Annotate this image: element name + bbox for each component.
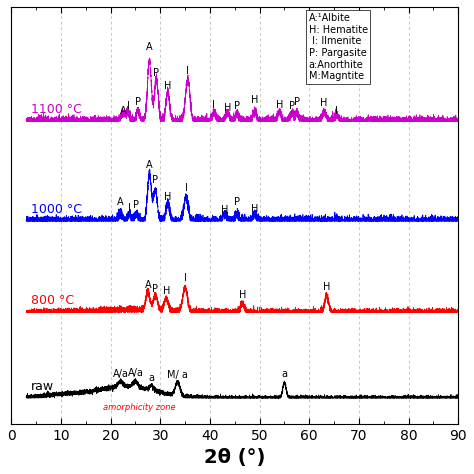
Text: A:¹Albite
H: Hematite
 I: Ilmenite
P: Pargasite
a:Anorthite
M:Magntite: A:¹Albite H: Hematite I: Ilmenite P: Par… [309,13,368,81]
Text: I: I [212,100,215,110]
Text: a: a [148,373,155,383]
Text: I: I [185,183,188,193]
Text: H: H [164,192,172,202]
Text: P: P [135,98,141,108]
Text: a: a [282,368,287,379]
Text: A: A [120,106,127,116]
Text: A: A [146,42,153,53]
Text: H: H [224,102,231,112]
Text: P: P [152,175,158,185]
Text: I: I [184,273,187,283]
Text: I: I [186,66,189,76]
Text: P: P [152,284,158,294]
Text: I: I [127,101,129,111]
Text: 800 °C: 800 °C [31,294,74,308]
Text: I: I [128,202,131,213]
Text: P: P [134,200,139,210]
Text: P: P [153,68,159,78]
Text: H: H [320,98,328,108]
Text: P: P [234,197,240,207]
Text: A/a: A/a [113,369,128,379]
Text: A: A [117,197,124,207]
Text: H: H [251,204,258,214]
Text: H: H [163,286,170,296]
Text: A: A [146,160,153,170]
Text: H: H [323,283,330,292]
Text: A: A [145,281,151,291]
Text: M/ a: M/ a [167,370,188,380]
Text: 1100 °C: 1100 °C [31,103,82,116]
Text: H: H [251,95,258,105]
Text: amorphicity zone: amorphicity zone [103,403,176,412]
Text: H: H [238,290,246,300]
Text: I: I [335,106,338,116]
Text: P: P [234,101,240,111]
Text: H: H [221,205,228,215]
Text: H: H [164,81,172,91]
Text: 1000 °C: 1000 °C [31,203,82,216]
Text: P: P [294,97,300,107]
Text: raw: raw [31,380,55,393]
Text: P: P [289,101,295,111]
Text: H: H [276,100,283,109]
X-axis label: 2θ (°): 2θ (°) [204,448,265,467]
Text: A/a: A/a [128,368,144,378]
